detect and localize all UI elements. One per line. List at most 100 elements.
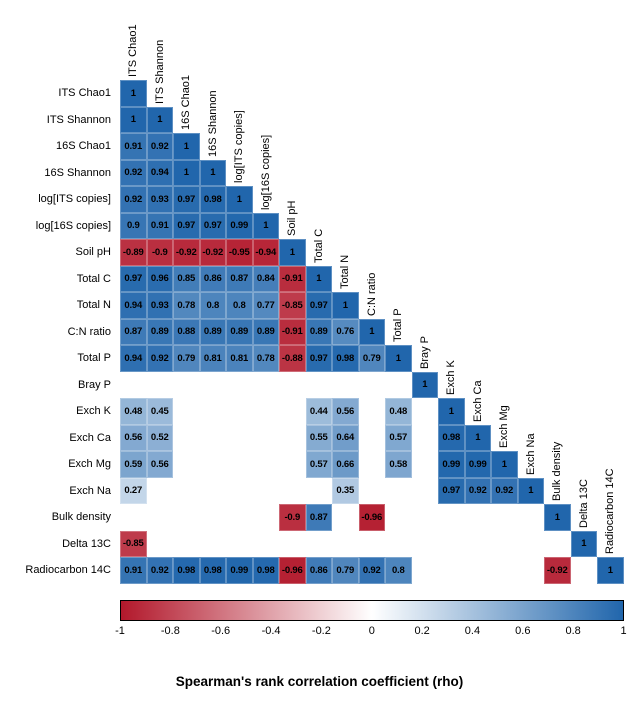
heatmap-cell: 1 xyxy=(252,212,279,239)
heatmap-cell: 0.56 xyxy=(332,398,359,425)
heatmap-cell: 0.86 xyxy=(199,265,226,292)
heatmap-cell: 0.56 xyxy=(146,451,173,478)
heatmap-cell: 0.91 xyxy=(120,133,147,160)
heatmap-cell: 1 xyxy=(146,106,173,133)
column-label: Soil pH xyxy=(286,200,298,236)
colorbar-tick-label: -1 xyxy=(115,625,125,637)
heatmap-cell: 0.8 xyxy=(385,557,412,584)
colorbar-tick-label: 0.4 xyxy=(464,625,481,637)
heatmap-cell: 0.92 xyxy=(146,133,173,160)
heatmap-cell: 0.89 xyxy=(199,318,226,345)
heatmap-cell: 0.94 xyxy=(146,159,173,186)
heatmap-cell: 0.98 xyxy=(173,557,200,584)
column-label: Exch K xyxy=(445,360,457,395)
heatmap-cell: 0.92 xyxy=(120,186,147,213)
heatmap-cell: -0.85 xyxy=(120,530,147,557)
heatmap-cell: 0.55 xyxy=(305,424,332,451)
row-label: 16S Shannon xyxy=(44,166,111,179)
colorbar-tick-label: -0.6 xyxy=(211,625,231,637)
heatmap-cell: 0.84 xyxy=(252,265,279,292)
heatmap-cell: 1 xyxy=(173,159,200,186)
colorbar-tick-label: 0.8 xyxy=(565,625,581,637)
colorbar-tick-label: -0.2 xyxy=(311,625,331,637)
heatmap-cell: 0.93 xyxy=(146,186,173,213)
heatmap-cell: 1 xyxy=(279,239,306,266)
row-label: Delta 13C xyxy=(62,537,111,550)
heatmap-cell: 0.8 xyxy=(226,292,253,319)
heatmap-cell: -0.91 xyxy=(279,265,306,292)
heatmap-cell: 0.92 xyxy=(464,477,491,504)
heatmap-cell: 0.89 xyxy=(226,318,253,345)
heatmap-cell: 0.99 xyxy=(226,212,253,239)
heatmap-cell: 1 xyxy=(570,530,597,557)
heatmap-cell: 0.98 xyxy=(438,424,465,451)
heatmap-cell: 0.52 xyxy=(146,424,173,451)
heatmap-cell: 0.79 xyxy=(358,345,385,372)
heatmap-cell: -0.92 xyxy=(544,557,571,584)
heatmap-cell: 0.97 xyxy=(199,212,226,239)
row-label: ITS Shannon xyxy=(46,113,111,126)
heatmap-cell: -0.88 xyxy=(279,345,306,372)
row-label: Total P xyxy=(77,352,111,364)
colorbar-tick-label: -0.4 xyxy=(261,625,281,637)
heatmap-cell: 0.92 xyxy=(146,345,173,372)
row-label: ITS Chao1 xyxy=(58,87,111,99)
row-label: Soil pH xyxy=(75,246,111,258)
column-label: log[16S copies] xyxy=(259,134,272,210)
heatmap-cell: 1 xyxy=(173,133,200,160)
heatmap-cell: 0.92 xyxy=(358,557,385,584)
heatmap-cell: 0.92 xyxy=(146,557,173,584)
heatmap-cell: 1 xyxy=(332,292,359,319)
heatmap-cell: 0.89 xyxy=(305,318,332,345)
heatmap-cell: 0.76 xyxy=(332,318,359,345)
heatmap-cell: 0.94 xyxy=(120,292,147,319)
heatmap-cell: -0.96 xyxy=(358,504,385,531)
heatmap-cell: 0.97 xyxy=(173,212,200,239)
heatmap-cell: 0.87 xyxy=(226,265,253,292)
heatmap-cell: 1 xyxy=(199,159,226,186)
heatmap-cell: 0.96 xyxy=(146,265,173,292)
column-label: 16S Chao1 xyxy=(180,74,192,130)
heatmap-cell: -0.9 xyxy=(279,504,306,531)
colorbar-tick-label: 1 xyxy=(620,625,627,637)
heatmap-cell: 1 xyxy=(226,186,253,213)
heatmap-cell: 1 xyxy=(120,106,147,133)
heatmap-cell: 0.97 xyxy=(305,292,332,319)
heatmap-cell: -0.85 xyxy=(279,292,306,319)
column-label: Exch Ca xyxy=(471,379,484,422)
column-label: ITS Chao1 xyxy=(127,24,139,77)
heatmap-cell: -0.96 xyxy=(279,557,306,584)
heatmap-cell: 0.89 xyxy=(146,318,173,345)
row-label: C:N ratio xyxy=(67,325,111,338)
row-label: Bulk density xyxy=(51,511,111,523)
row-label: Radiocarbon 14C xyxy=(25,564,111,576)
heatmap-cell: 0.27 xyxy=(120,477,147,504)
heatmap-cell: 0.57 xyxy=(385,424,412,451)
column-label: Total N xyxy=(339,254,351,289)
column-label: Total P xyxy=(392,308,404,342)
heatmap-cell: 1 xyxy=(438,398,465,425)
heatmap-cell: 0.9 xyxy=(120,212,147,239)
heatmap-cell: 0.91 xyxy=(146,212,173,239)
heatmap-cell: 0.86 xyxy=(305,557,332,584)
colorbar-tick-label: -0.8 xyxy=(160,625,180,637)
chart-title: Spearman's rank correlation coefficient … xyxy=(175,674,464,689)
heatmap-cell: 1 xyxy=(120,80,147,107)
heatmap-cell: 0.98 xyxy=(199,557,226,584)
heatmap-cell: -0.95 xyxy=(226,239,253,266)
column-label: Delta 13C xyxy=(577,478,590,528)
heatmap-cell: -0.89 xyxy=(120,239,147,266)
row-label: Total C xyxy=(76,272,111,285)
heatmap-cell: 0.85 xyxy=(173,265,200,292)
row-label: log[ITS copies] xyxy=(38,193,111,205)
heatmap-cell: 0.98 xyxy=(332,345,359,372)
heatmap-cell: 0.93 xyxy=(146,292,173,319)
heatmap-cell: -0.92 xyxy=(199,239,226,266)
column-label: Radiocarbon 14C xyxy=(604,468,616,554)
colorbar xyxy=(120,600,624,621)
column-label: log[ITS copies] xyxy=(233,110,245,183)
heatmap-cell: 0.44 xyxy=(305,398,332,425)
heatmap-cell: 0.79 xyxy=(173,345,200,372)
heatmap-cell: 1 xyxy=(517,477,544,504)
